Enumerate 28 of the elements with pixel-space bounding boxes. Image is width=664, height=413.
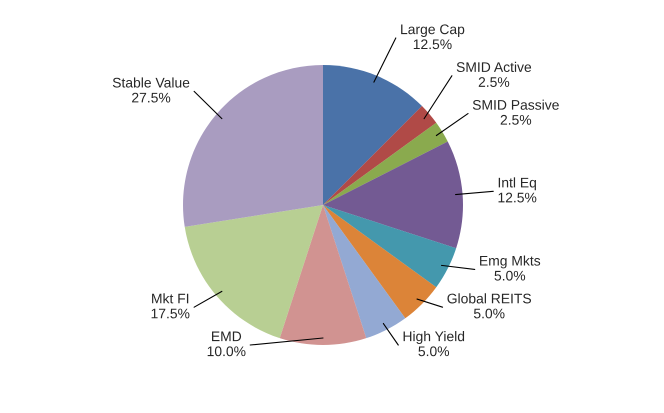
pie-slice <box>323 122 448 205</box>
slice-label: Mkt FI <box>152 293 188 304</box>
slice-label: Large Cap <box>401 24 464 37</box>
slice-label: Emg Mkts <box>480 255 540 268</box>
pie-slice <box>323 106 436 205</box>
pie-slice <box>323 141 463 248</box>
data-label: 2.5% <box>478 77 510 87</box>
pie-slice <box>280 205 366 345</box>
data-label: 12.5% <box>414 39 452 50</box>
pie-slice <box>323 205 436 318</box>
slice-label: SMID Active <box>456 62 532 72</box>
data-label: 5.0% <box>494 270 526 281</box>
slice-label: EMD <box>212 332 242 342</box>
pie-slice <box>323 205 406 338</box>
data-label: 12.5% <box>498 192 536 202</box>
slice-label: Global REITS <box>447 293 532 304</box>
pie-slice <box>323 65 422 205</box>
slice-label: SMID Passive <box>472 100 559 110</box>
slice-label: Stable Value <box>112 77 190 88</box>
slice-label: High Yield <box>404 331 464 344</box>
data-label: 5.0% <box>418 346 450 356</box>
data-label: 10.0% <box>208 346 246 356</box>
slice-label: Intl Eq <box>498 177 536 190</box>
data-label: 27.5% <box>132 92 170 103</box>
data-label: 17.5% <box>152 308 190 318</box>
pie-slice <box>323 205 456 288</box>
data-label: 5.0% <box>474 308 505 318</box>
data-label: 2.5% <box>500 114 532 125</box>
